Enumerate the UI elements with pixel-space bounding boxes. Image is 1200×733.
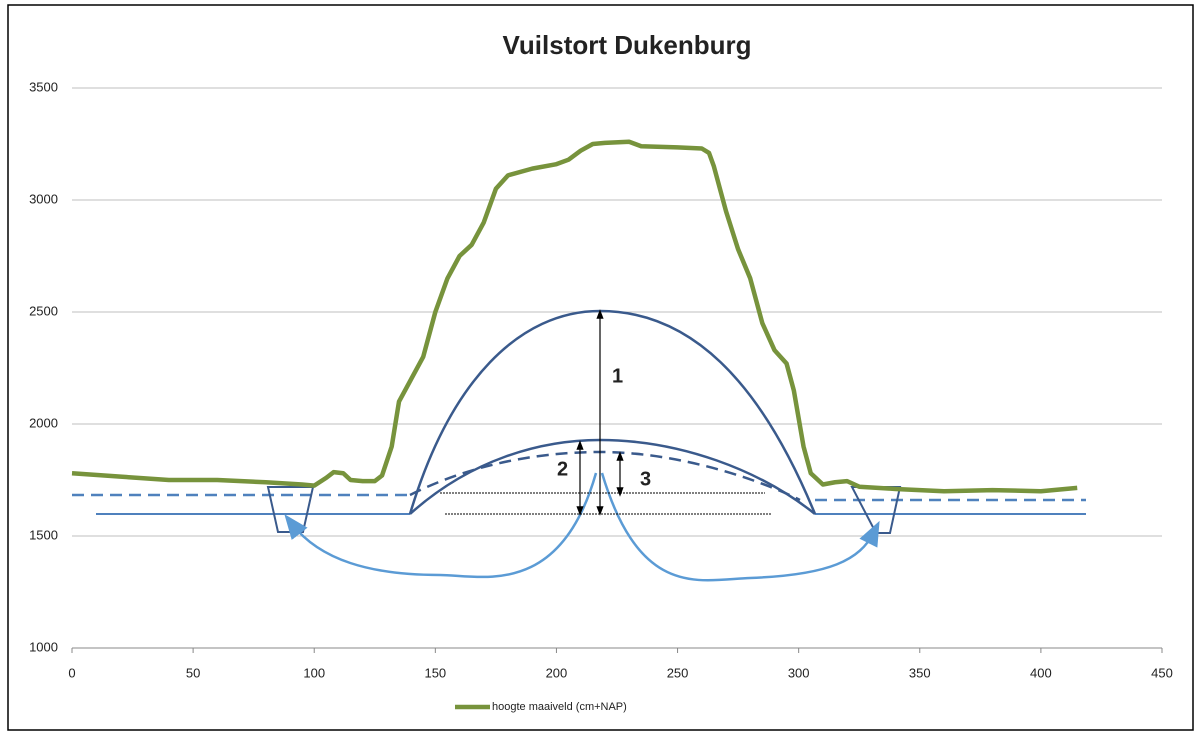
x-tick-label: 150: [424, 665, 446, 680]
y-tick-label: 2000: [29, 415, 58, 430]
y-tick-label: 2500: [29, 303, 58, 318]
page: Vuilstort Dukenburg 1 2 3 10001500200025…: [0, 0, 1200, 733]
y-tick-label: 1000: [29, 639, 58, 654]
x-tick-label: 200: [546, 665, 568, 680]
x-tick-label: 50: [186, 665, 200, 680]
x-tick-label: 350: [909, 665, 931, 680]
x-tick-label: 450: [1151, 665, 1173, 680]
x-tick-label: 400: [1030, 665, 1052, 680]
x-tick-label: 0: [68, 665, 75, 680]
chart: Vuilstort Dukenburg 1 2 3 10001500200025…: [0, 0, 1200, 733]
y-tick-label: 3500: [29, 79, 58, 94]
annotation: 2: [557, 458, 568, 480]
x-tick-label: 250: [667, 665, 689, 680]
y-tick-label: 3000: [29, 191, 58, 206]
annotation: 1: [612, 365, 623, 387]
chart-title: Vuilstort Dukenburg: [503, 30, 752, 60]
y-tick-label: 1500: [29, 527, 58, 542]
annotation: 3: [640, 468, 651, 490]
x-tick-label: 300: [788, 665, 810, 680]
x-tick-label: 100: [303, 665, 325, 680]
legend-label: hoogte maaiveld (cm+NAP): [492, 701, 627, 713]
